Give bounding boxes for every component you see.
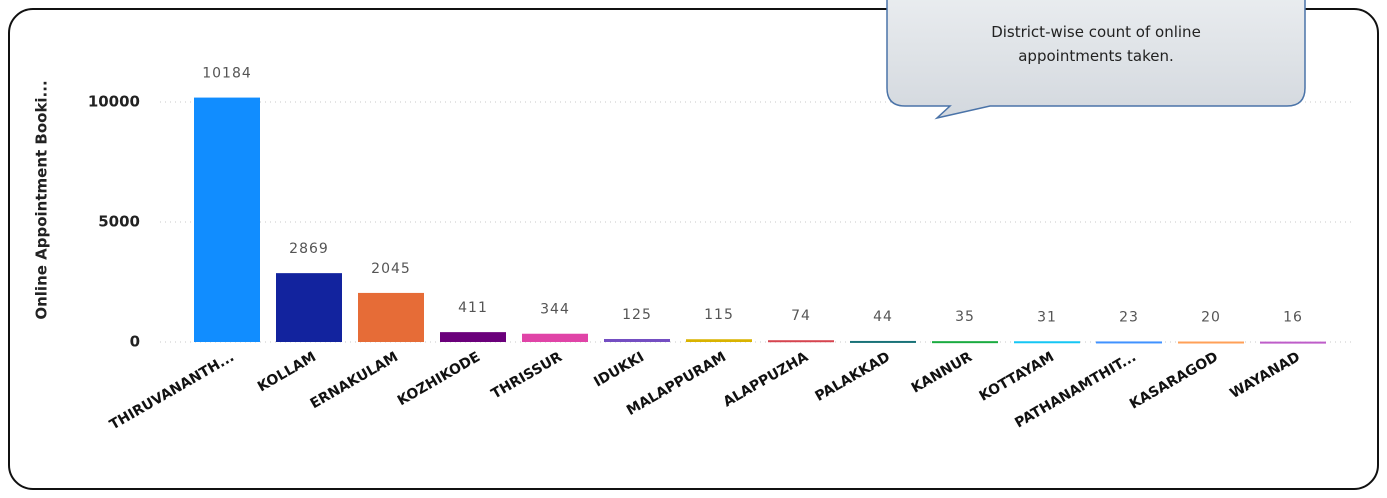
callout-box: District-wise count of online appointmen… bbox=[991, 23, 1201, 65]
bar bbox=[522, 333, 588, 342]
y-tick-label: 10000 bbox=[88, 93, 140, 111]
bar bbox=[1260, 341, 1326, 344]
bar bbox=[194, 97, 260, 342]
bar bbox=[440, 332, 506, 342]
y-axis-title: Online Appointment Booki... bbox=[33, 80, 51, 319]
bar bbox=[358, 292, 424, 342]
callout-text: District-wise count of online appointmen… bbox=[991, 23, 1201, 65]
value-label: 344 bbox=[540, 302, 570, 318]
bar bbox=[1096, 341, 1162, 344]
value-label: 125 bbox=[622, 307, 652, 323]
value-label: 411 bbox=[458, 300, 488, 316]
y-tick-label: 0 bbox=[130, 333, 140, 351]
callout bbox=[886, 0, 1306, 120]
value-label: 2045 bbox=[371, 261, 411, 277]
bar bbox=[1014, 341, 1080, 344]
value-label: 74 bbox=[791, 308, 811, 324]
y-tick-label: 5000 bbox=[98, 213, 140, 231]
value-label: 23 bbox=[1119, 309, 1139, 325]
value-label: 2869 bbox=[289, 241, 329, 257]
frame bbox=[8, 8, 1379, 490]
value-label: 115 bbox=[704, 307, 734, 323]
value-label: 20 bbox=[1201, 310, 1221, 326]
bar bbox=[932, 341, 998, 344]
bar bbox=[276, 273, 342, 342]
value-label: 31 bbox=[1037, 309, 1057, 325]
value-label: 16 bbox=[1283, 310, 1303, 326]
value-label: 44 bbox=[873, 309, 893, 325]
bar bbox=[604, 338, 670, 342]
value-label: 35 bbox=[955, 309, 975, 325]
bar bbox=[850, 340, 916, 343]
bar bbox=[686, 339, 752, 342]
bar bbox=[1178, 341, 1244, 344]
value-label: 10184 bbox=[202, 66, 252, 82]
bar bbox=[768, 340, 834, 343]
